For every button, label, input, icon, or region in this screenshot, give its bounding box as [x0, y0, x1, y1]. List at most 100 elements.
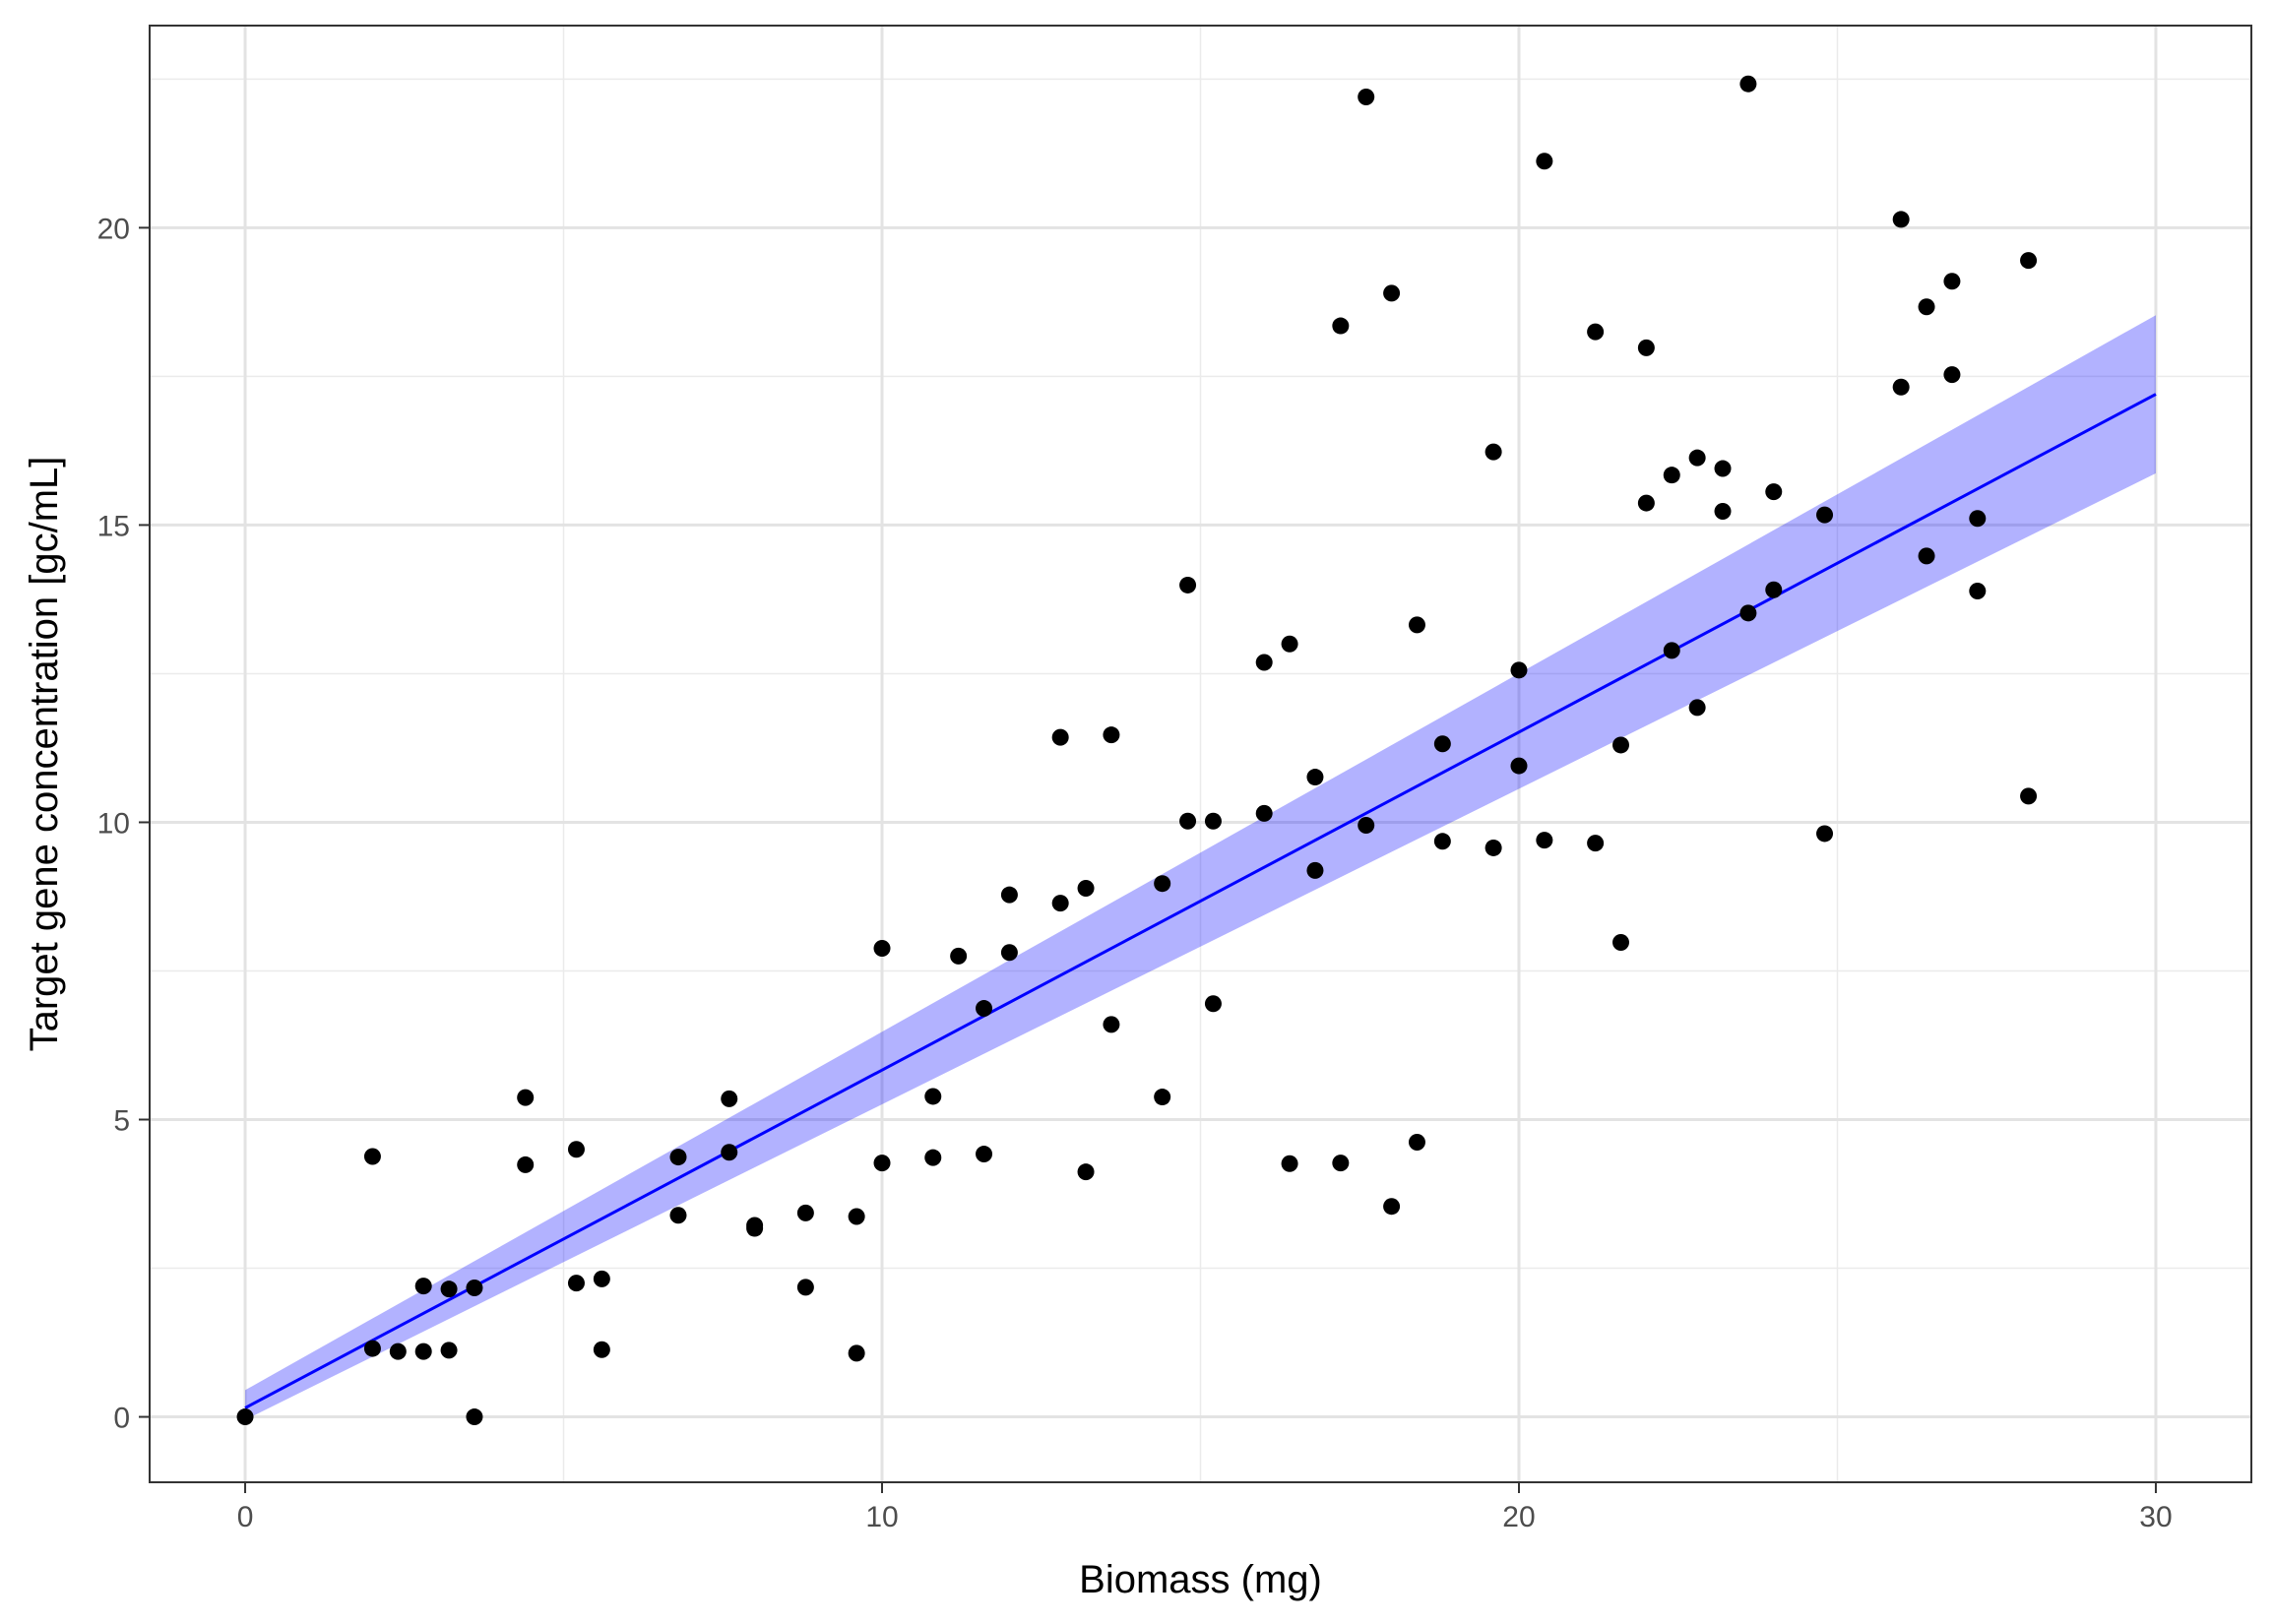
data-point — [440, 1280, 458, 1298]
data-point — [1358, 88, 1375, 105]
data-point — [1587, 835, 1605, 852]
data-point — [1484, 839, 1502, 856]
data-point — [363, 1148, 381, 1165]
data-point — [1637, 494, 1655, 512]
data-point — [466, 1279, 483, 1296]
y-tick-label: 20 — [97, 213, 130, 245]
data-point — [1892, 211, 1910, 228]
data-point — [1051, 895, 1069, 912]
y-axis-title: Target gene concentration [gc/mL] — [23, 457, 66, 1052]
data-point — [1765, 483, 1783, 501]
x-tick-label: 10 — [865, 1501, 898, 1533]
data-point — [414, 1278, 432, 1295]
data-point — [924, 1149, 942, 1166]
data-point — [976, 1000, 993, 1018]
data-point — [1332, 317, 1350, 335]
data-point — [1204, 995, 1222, 1013]
data-point — [1383, 284, 1401, 302]
data-point — [950, 947, 968, 965]
regression-fit — [244, 315, 2157, 1420]
data-point — [873, 1155, 891, 1172]
data-point — [1943, 366, 1961, 384]
data-point — [1765, 581, 1783, 598]
data-point — [1969, 582, 1987, 599]
data-point — [1358, 816, 1375, 834]
data-points — [236, 75, 2038, 1426]
grid-major — [150, 26, 2251, 1482]
data-point — [746, 1219, 764, 1237]
data-point — [669, 1207, 687, 1224]
data-point — [363, 1340, 381, 1357]
data-point — [1536, 832, 1553, 849]
data-point — [1179, 576, 1197, 593]
data-point — [873, 940, 891, 958]
data-point — [1918, 298, 1935, 316]
data-point — [1103, 726, 1120, 744]
data-point — [721, 1144, 738, 1161]
y-tick-label: 10 — [97, 807, 130, 840]
data-point — [1433, 833, 1451, 850]
data-point — [414, 1343, 432, 1360]
data-point — [236, 1408, 254, 1426]
data-point — [593, 1341, 610, 1358]
data-point — [1255, 654, 1273, 671]
data-point — [1688, 699, 1706, 717]
x-tick-label: 20 — [1502, 1501, 1535, 1533]
data-point — [1408, 1133, 1425, 1151]
data-point — [1408, 616, 1425, 634]
data-point — [389, 1343, 407, 1360]
y-tick-label: 15 — [97, 510, 130, 542]
data-point — [466, 1408, 483, 1426]
data-point — [1383, 1198, 1401, 1216]
data-point — [796, 1204, 814, 1221]
data-point — [1306, 861, 1324, 879]
data-point — [1051, 728, 1069, 746]
data-point — [1077, 880, 1095, 898]
data-point — [1281, 1155, 1298, 1172]
data-point — [1663, 467, 1680, 484]
data-point — [2020, 787, 2038, 805]
data-point — [567, 1275, 585, 1292]
data-point — [1816, 825, 1834, 843]
data-point — [1892, 378, 1910, 396]
data-point — [1587, 323, 1605, 341]
data-point — [1179, 812, 1197, 830]
fit-line — [244, 393, 2157, 1409]
data-point — [976, 1146, 993, 1163]
data-point — [1714, 460, 1732, 477]
y-tick-label: 5 — [113, 1105, 130, 1138]
data-point — [1255, 804, 1273, 822]
data-point — [1332, 1155, 1350, 1172]
data-point — [1688, 449, 1706, 467]
data-point — [1000, 944, 1018, 962]
data-point — [669, 1149, 687, 1166]
grid-minor — [150, 26, 2251, 1482]
data-point — [1612, 933, 1629, 951]
data-point — [796, 1279, 814, 1296]
data-point — [1510, 661, 1528, 679]
data-point — [567, 1141, 585, 1158]
x-tick-label: 30 — [2139, 1501, 2172, 1533]
data-point — [1281, 635, 1298, 653]
data-point — [1918, 547, 1935, 565]
data-point — [848, 1344, 865, 1362]
data-point — [1536, 153, 1553, 170]
panel-border — [149, 25, 2252, 1483]
data-point — [1969, 510, 1987, 528]
data-point — [1306, 769, 1324, 786]
data-point — [1204, 812, 1222, 830]
data-point — [721, 1090, 738, 1107]
data-point — [440, 1342, 458, 1359]
data-point — [1433, 735, 1451, 753]
data-point — [1484, 443, 1502, 461]
x-tick-label: 0 — [237, 1501, 254, 1533]
data-point — [1154, 1089, 1171, 1106]
data-point — [1739, 604, 1757, 622]
data-point — [1637, 339, 1655, 356]
data-point — [1510, 757, 1528, 775]
data-point — [848, 1208, 865, 1225]
data-point — [1943, 273, 1961, 290]
confidence-band — [245, 315, 2156, 1420]
